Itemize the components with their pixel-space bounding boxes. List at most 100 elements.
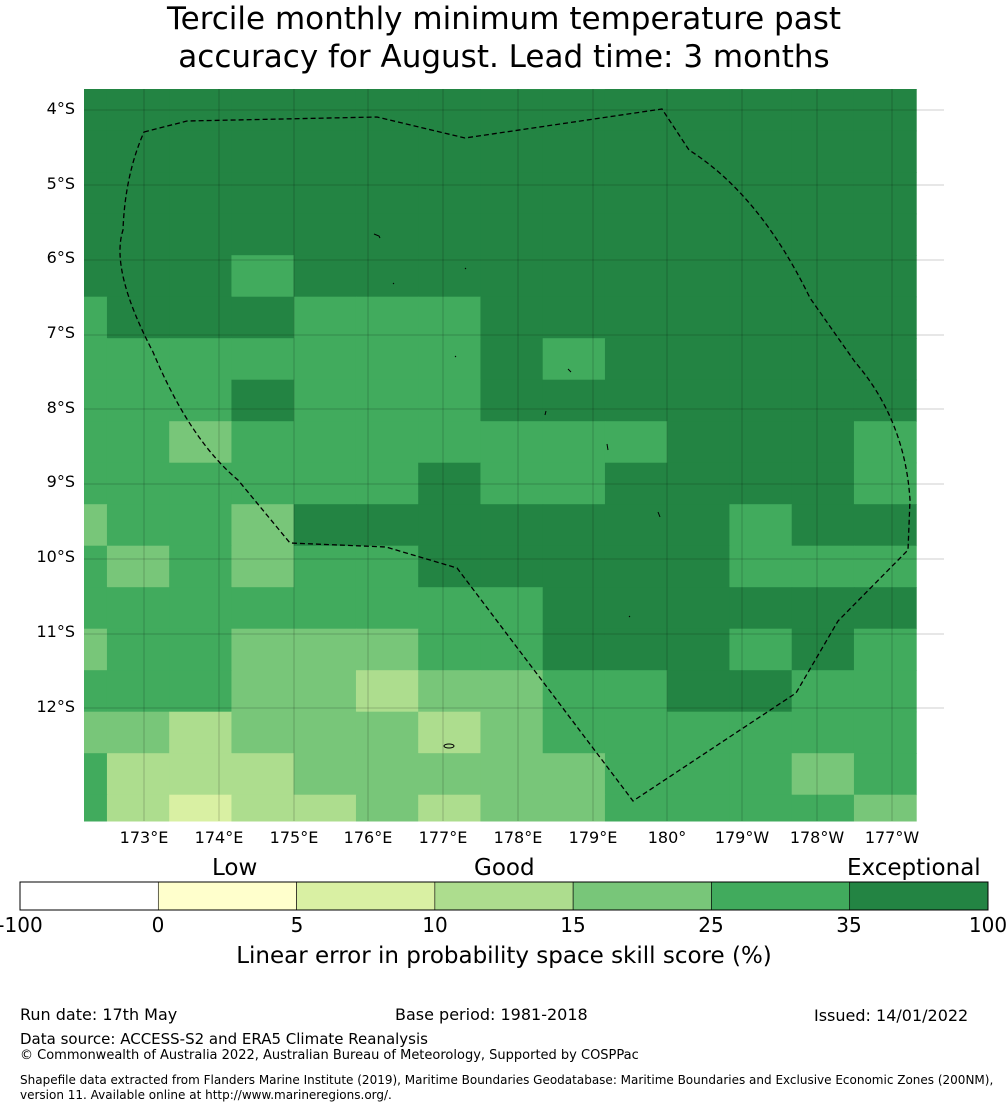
grid-cell [293, 711, 357, 754]
grid-cell [542, 296, 606, 339]
island [373, 233, 381, 239]
grid-cell [729, 794, 793, 822]
grid-cell [729, 338, 793, 381]
grid-cell [604, 670, 668, 713]
grid-cell [106, 89, 170, 132]
colorbar-segments [19, 881, 989, 911]
lon-label: 180° [647, 828, 687, 847]
grid-cell [355, 545, 419, 588]
lon-label: 173°E [119, 828, 169, 847]
grid-cell [729, 504, 793, 547]
grid-cell [106, 545, 170, 588]
grid-cell [293, 462, 357, 505]
grid-cell [106, 379, 170, 422]
lon-label: 177°W [864, 828, 920, 847]
grid-cell [791, 504, 855, 547]
grid-cell [542, 545, 606, 588]
grid-cell [480, 711, 544, 754]
grid-cell [106, 794, 170, 822]
grid-cell [418, 89, 481, 132]
grid-cell [542, 421, 606, 464]
grid-cell [418, 545, 481, 588]
grid-cell [169, 504, 232, 547]
grid-cell [355, 628, 419, 671]
grid-cell [729, 421, 793, 464]
lat-label: 4°S [46, 99, 75, 118]
grid-cell [293, 213, 357, 256]
grid-cell [84, 421, 108, 464]
grid-cell [791, 587, 855, 630]
colorbar-segment [296, 881, 436, 911]
grid-cell [604, 628, 668, 671]
grid-cell [106, 296, 170, 339]
grid-cell [169, 628, 232, 671]
grid-cell [169, 587, 232, 630]
grid-cell [293, 587, 357, 630]
grid-cell [542, 670, 606, 713]
grid-cell [542, 172, 606, 215]
island [443, 743, 455, 749]
grid-cell [480, 213, 544, 256]
lat-label: 7°S [46, 323, 75, 342]
grid-cell [791, 670, 855, 713]
grid-cell [791, 130, 855, 173]
grid-cell [231, 379, 295, 422]
colorbar-segment [157, 881, 297, 911]
grid-cell [667, 504, 730, 547]
lon-label: 178°W [789, 828, 845, 847]
grid-cell [667, 172, 730, 215]
island [544, 410, 547, 416]
grid-cell [231, 753, 295, 796]
grid-cell [542, 753, 606, 796]
grid-cell [853, 379, 917, 422]
lat-label: 9°S [46, 472, 75, 491]
grid-cell [418, 587, 481, 630]
grid-cell [418, 255, 481, 298]
grid-cell [231, 545, 295, 588]
grid-cell [791, 545, 855, 588]
grid-cell [480, 670, 544, 713]
grid-cell [667, 794, 730, 822]
grid-cell [667, 296, 730, 339]
grid-cell [106, 587, 170, 630]
issued-date: Issued: 14/01/2022 [814, 1006, 969, 1025]
lat-label: 6°S [46, 248, 75, 267]
grid-cell [604, 794, 668, 822]
grid-cell [604, 379, 668, 422]
grid-cell [853, 462, 917, 505]
grid-cell [231, 338, 295, 381]
grid-cell [729, 296, 793, 339]
grid-cell [480, 296, 544, 339]
grid-cell [355, 794, 419, 822]
grid-cell [418, 172, 481, 215]
grid-cell [106, 753, 170, 796]
grid-cell [542, 379, 606, 422]
grid-cell [84, 504, 108, 547]
grid-cell [84, 462, 108, 505]
grid-cell [729, 213, 793, 256]
title-line-2: accuracy for August. Lead time: 3 months [178, 39, 830, 75]
grid-cell [853, 504, 917, 547]
grid-cell [729, 587, 793, 630]
grid-cell [853, 711, 917, 754]
legend-category-low: Low [212, 855, 258, 881]
grid-cell [106, 172, 170, 215]
grid-cell [418, 670, 481, 713]
grid-cell [480, 504, 544, 547]
grid-cell [231, 172, 295, 215]
grid-cell [169, 89, 232, 132]
grid-cell [231, 89, 295, 132]
grid-cell [604, 462, 668, 505]
grid-cell [480, 130, 544, 173]
grid-cell [106, 213, 170, 256]
grid-cell [231, 587, 295, 630]
grid-cell [542, 628, 606, 671]
grid-cell [418, 794, 481, 822]
grid-cell [667, 545, 730, 588]
grid-cell [106, 255, 170, 298]
grid-cell [729, 130, 793, 173]
grid-cell [84, 628, 108, 671]
grid-cell [729, 628, 793, 671]
grid-cell [729, 711, 793, 754]
